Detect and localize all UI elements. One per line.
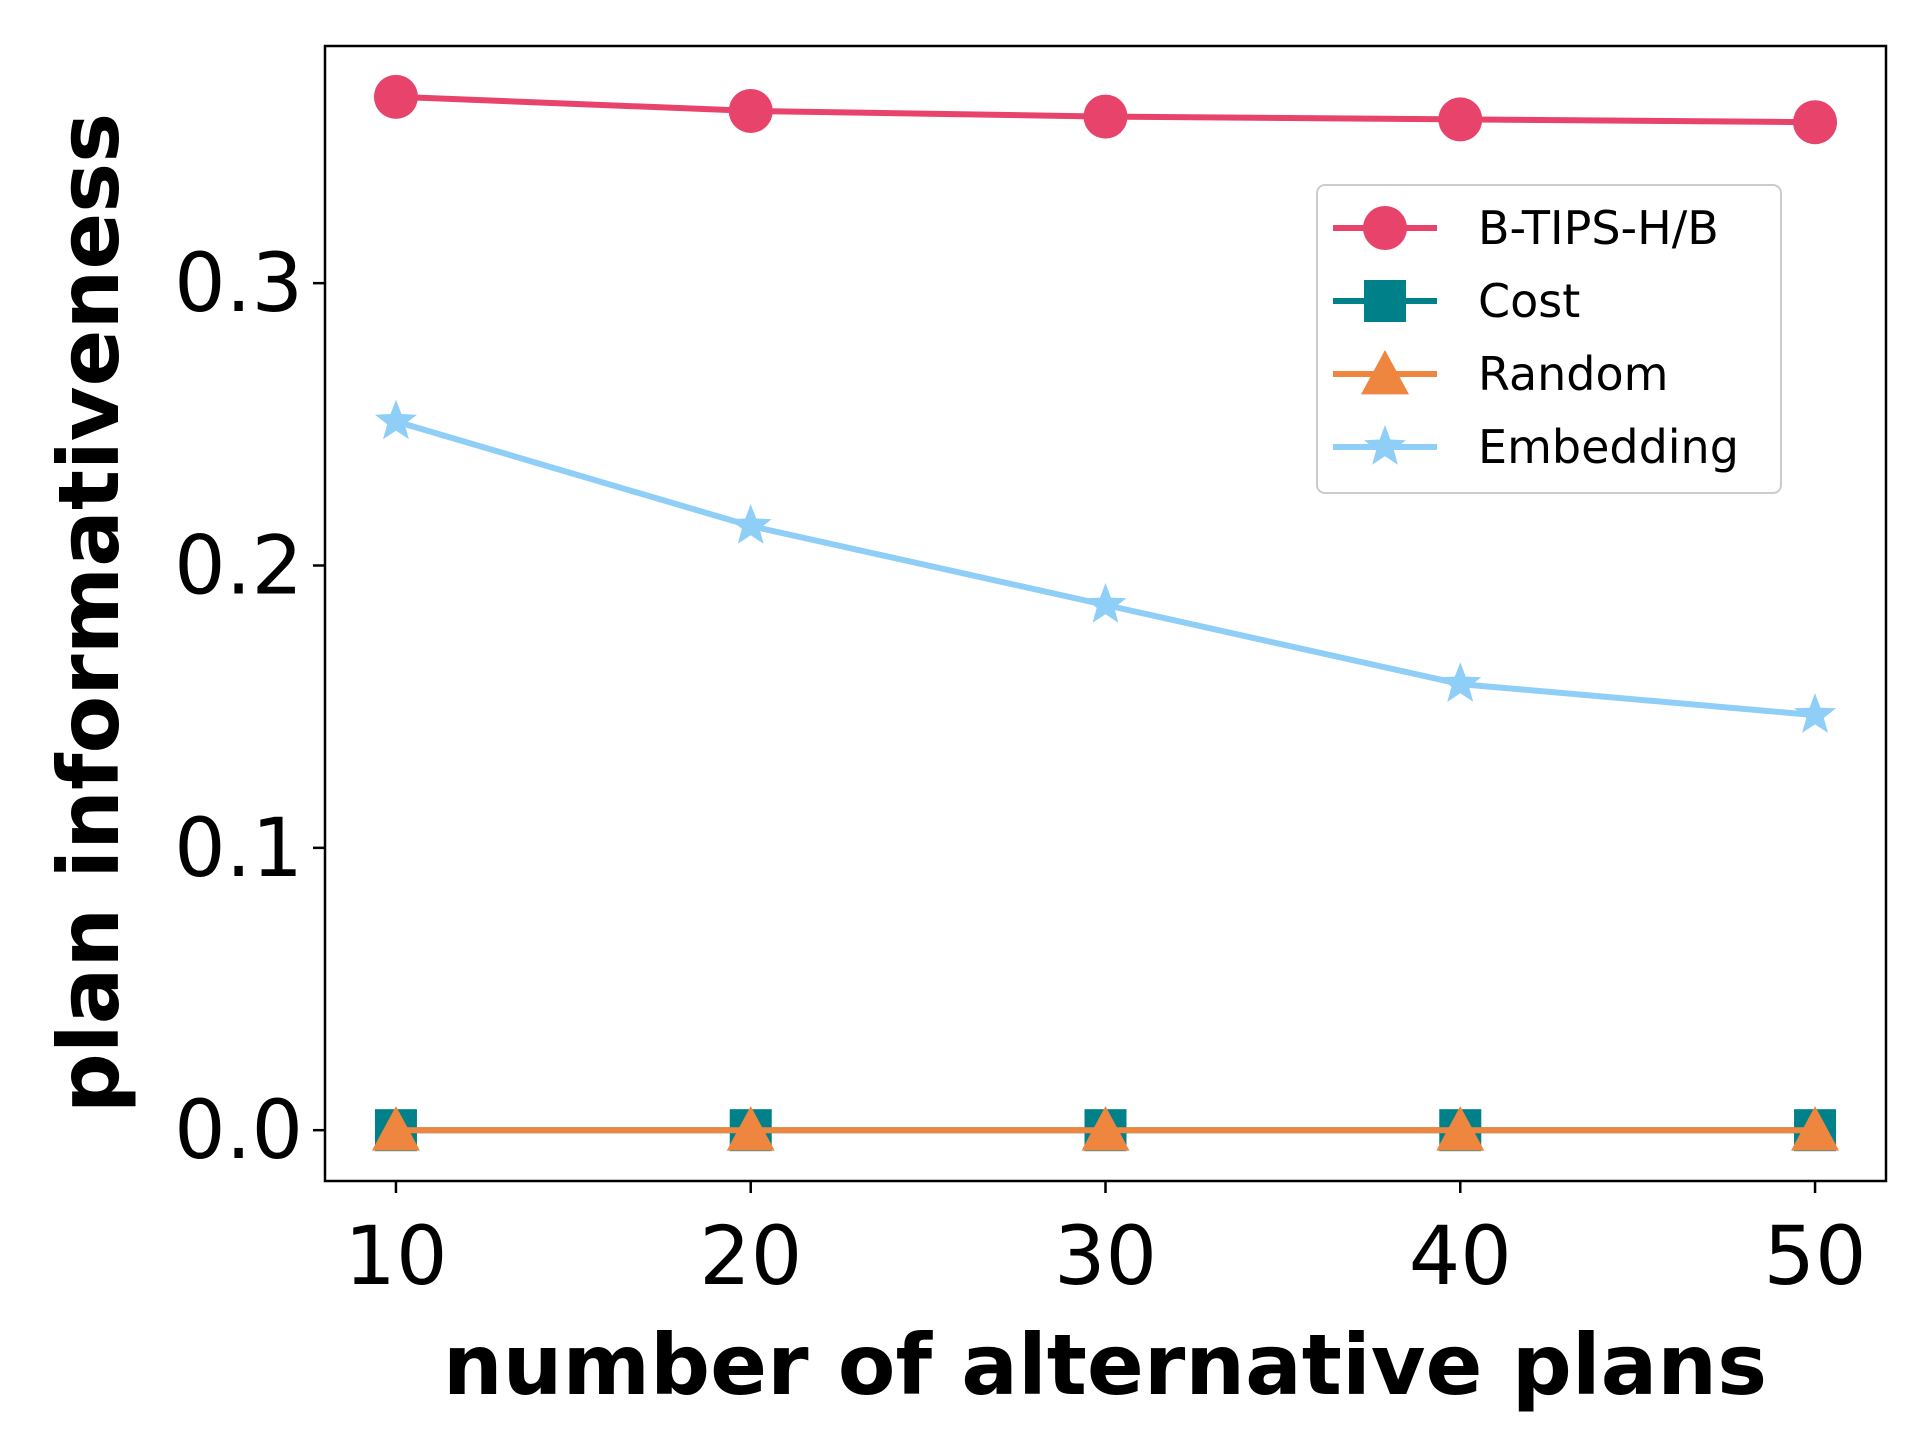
x-tick-label: 20 <box>699 1210 802 1304</box>
data-point <box>1793 100 1838 145</box>
legend-marker <box>1363 206 1407 250</box>
legend-marker <box>1364 425 1406 465</box>
legend: B-TIPS-H/B Cost Random Embedding <box>1316 184 1782 494</box>
legend-item: Cost <box>1333 274 1580 328</box>
legend-item: Embedding <box>1333 420 1739 474</box>
data-point <box>726 1106 775 1151</box>
x-tick-label: 30 <box>1054 1210 1157 1304</box>
y-tick-label: 0.1 <box>174 802 303 896</box>
legend-box <box>1316 184 1782 494</box>
x-tick-label: 40 <box>1409 1210 1512 1304</box>
legend-label: B-TIPS-H/B <box>1478 201 1719 255</box>
legend-marker <box>1364 280 1406 322</box>
data-point <box>1794 693 1836 733</box>
series-2 <box>371 1106 1840 1151</box>
series-0 <box>373 74 1838 145</box>
y-tick-label: 0.3 <box>174 237 303 331</box>
legend-label: Random <box>1478 347 1668 401</box>
x-tick-label: 50 <box>1764 1210 1867 1304</box>
y-axis-title: plan informativeness <box>40 113 138 1114</box>
data-point <box>1791 1106 1840 1151</box>
data-point <box>1083 94 1128 139</box>
data-point <box>371 1106 420 1151</box>
data-point <box>1439 662 1482 702</box>
data-point <box>373 74 418 119</box>
x-tick-label: 10 <box>344 1210 447 1304</box>
data-point <box>1081 1106 1130 1151</box>
legend-item: B-TIPS-H/B <box>1333 201 1719 255</box>
legend-label: Embedding <box>1478 420 1739 474</box>
legend-label: Cost <box>1478 274 1580 328</box>
data-point <box>728 88 773 133</box>
axis-ticks: 10 20 30 40 50 0.0 0.1 0.2 0.3 <box>174 237 1866 1304</box>
data-point <box>1438 97 1483 142</box>
legend-item: Random <box>1333 347 1668 401</box>
x-axis-title: number of alternative plans <box>443 1316 1767 1414</box>
series-3 <box>375 399 1836 733</box>
legend-marker <box>1361 350 1409 395</box>
y-tick-label: 0.2 <box>174 520 303 614</box>
plot-area <box>371 74 1840 1152</box>
data-point <box>375 399 417 440</box>
data-point <box>1436 1106 1485 1151</box>
y-tick-label: 0.0 <box>174 1084 303 1178</box>
data-point <box>729 504 772 544</box>
data-point <box>1084 583 1127 623</box>
